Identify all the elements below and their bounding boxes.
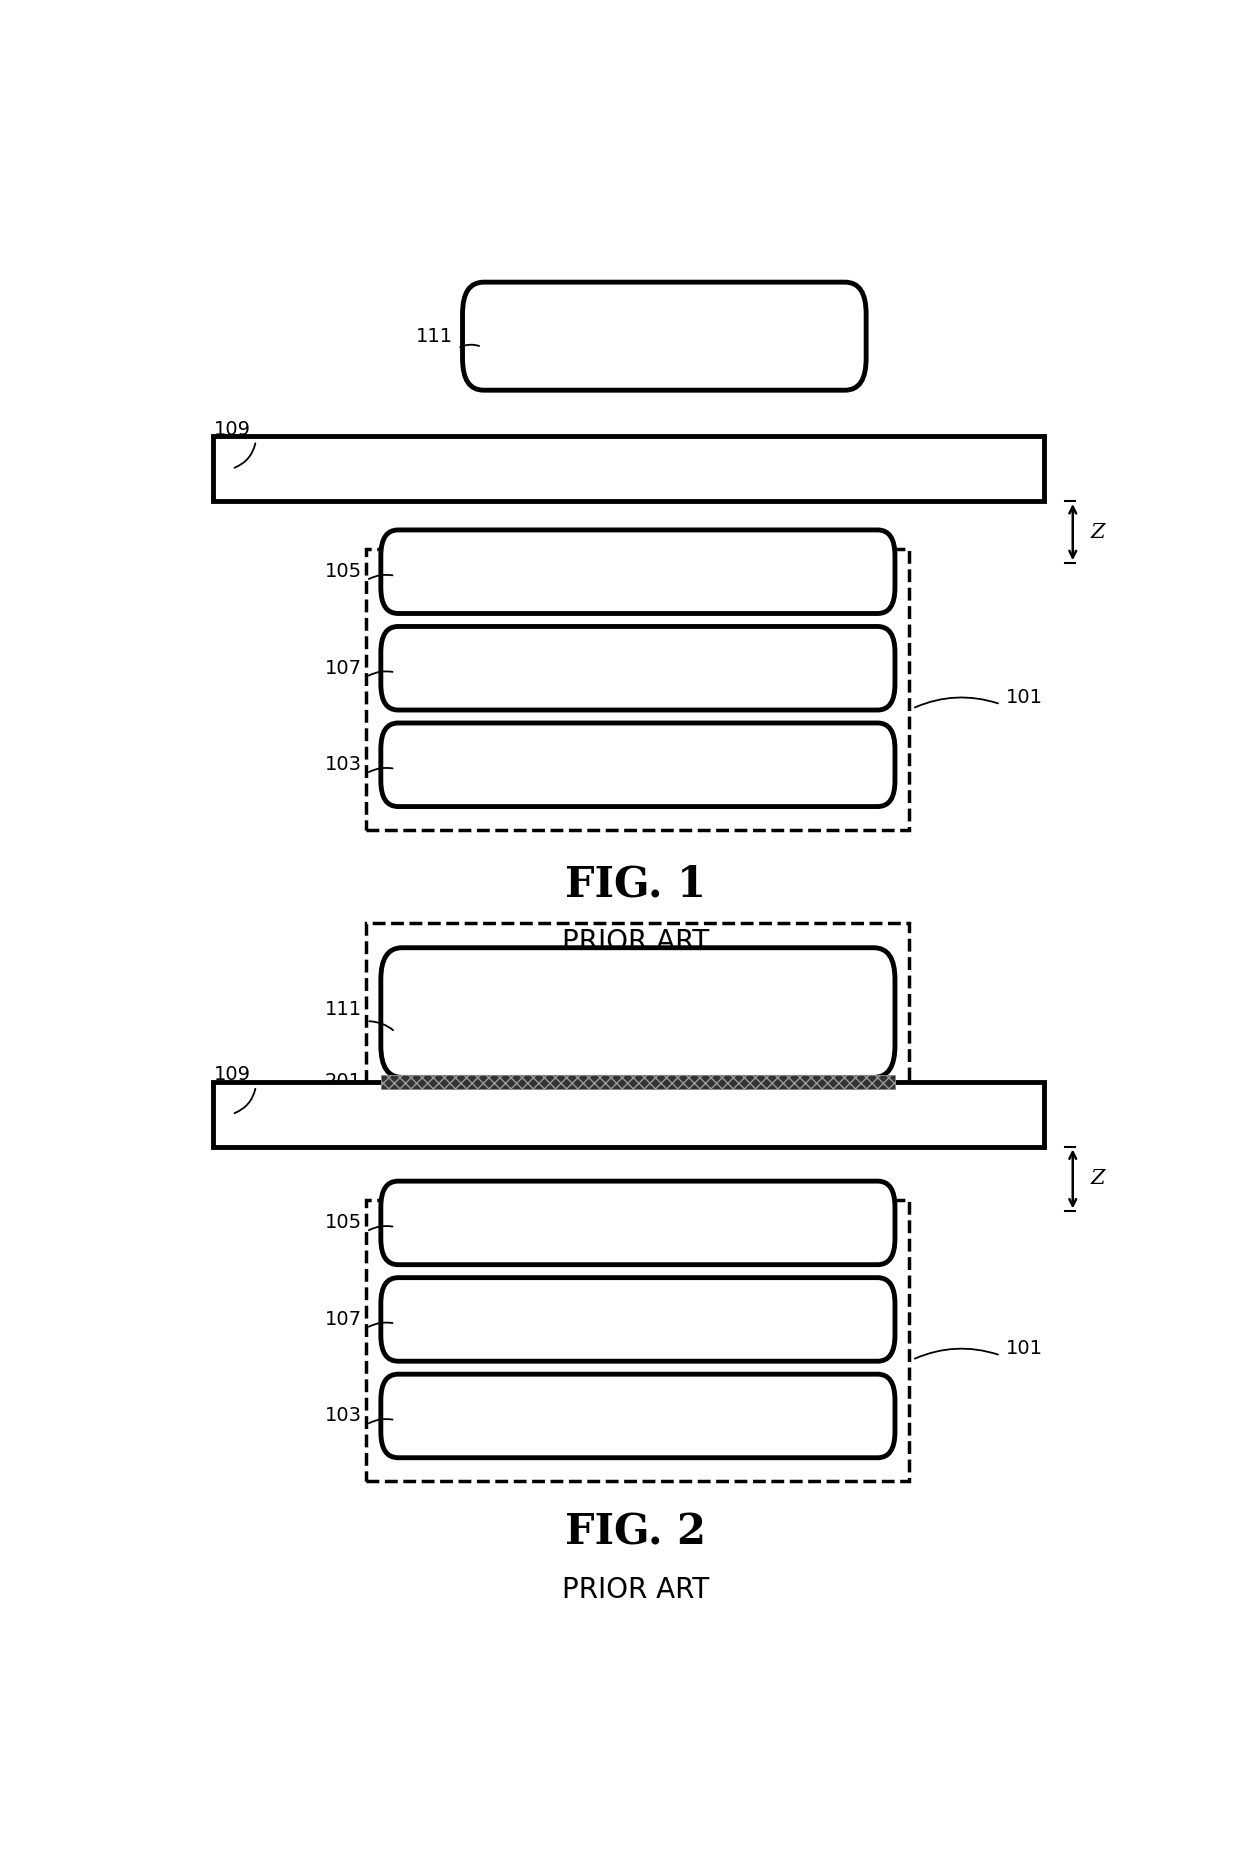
FancyBboxPatch shape [381, 1278, 895, 1362]
Text: 105: 105 [325, 561, 362, 582]
FancyBboxPatch shape [381, 722, 895, 806]
Bar [367, 1199, 909, 1480]
Text: 201: 201 [325, 1072, 362, 1091]
FancyBboxPatch shape [381, 1181, 895, 1265]
Text: Z: Z [1090, 522, 1105, 541]
Text: 105: 105 [325, 1214, 362, 1233]
Text: 101: 101 [1006, 1340, 1043, 1358]
Bar [367, 548, 909, 829]
Text: 109: 109 [215, 1065, 250, 1083]
Text: Z: Z [1090, 1169, 1105, 1188]
FancyBboxPatch shape [381, 627, 895, 709]
FancyBboxPatch shape [463, 283, 866, 391]
Bar [213, 436, 1044, 501]
Text: 107: 107 [325, 1310, 362, 1328]
Text: 103: 103 [325, 756, 362, 775]
Bar [381, 1074, 895, 1089]
Bar [213, 1081, 1044, 1147]
Text: 103: 103 [325, 1407, 362, 1426]
Bar [381, 1074, 895, 1089]
Text: PRIOR ART: PRIOR ART [562, 928, 709, 956]
Text: FIG. 2: FIG. 2 [565, 1512, 706, 1553]
Text: 109: 109 [215, 419, 250, 438]
Text: 107: 107 [325, 659, 362, 677]
Text: 101: 101 [1006, 687, 1043, 707]
Text: 111: 111 [325, 1001, 362, 1020]
Text: 111: 111 [415, 327, 453, 346]
FancyBboxPatch shape [381, 949, 895, 1078]
Bar [367, 922, 909, 1089]
Text: PRIOR ART: PRIOR ART [562, 1575, 709, 1603]
FancyBboxPatch shape [381, 1373, 895, 1458]
FancyBboxPatch shape [381, 529, 895, 614]
Text: FIG. 1: FIG. 1 [565, 863, 706, 906]
